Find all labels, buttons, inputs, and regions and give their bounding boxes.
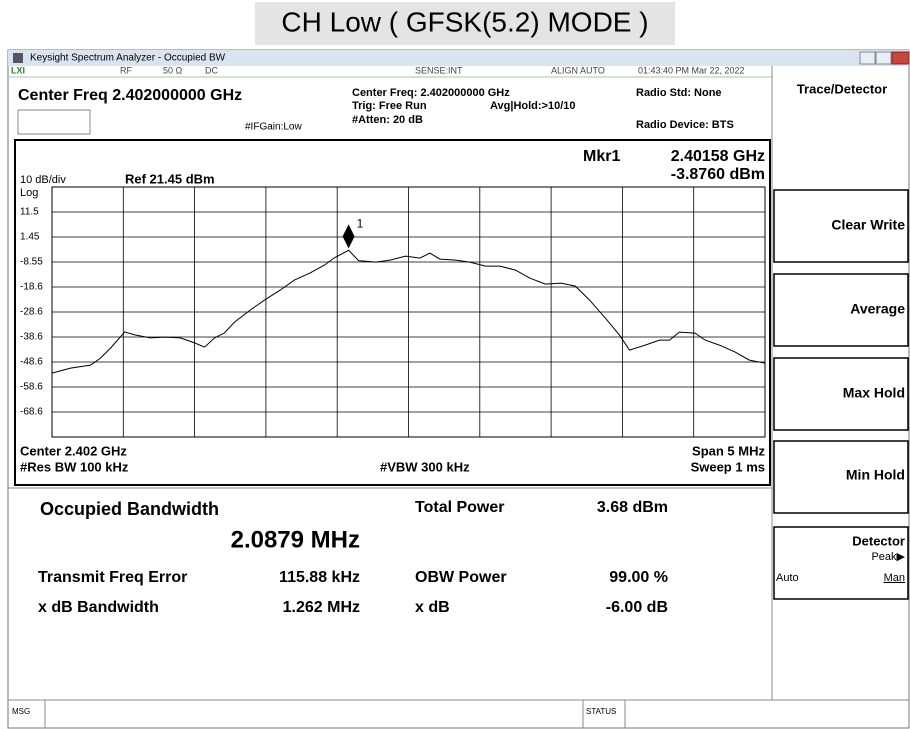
app-icon <box>13 53 23 63</box>
obw-power-label: OBW Power <box>415 569 507 586</box>
avg-hold: Avg|Hold:>10/10 <box>490 100 576 112</box>
softkey-label[interactable]: Min Hold <box>846 467 905 483</box>
softkey-menu: Trace/Detector <box>797 81 887 96</box>
trig: Trig: Free Run <box>352 100 427 112</box>
close-button[interactable] <box>891 51 910 65</box>
xdb-bw-value: 1.262 MHz <box>283 599 360 616</box>
softkey-button[interactable]: Min Hold <box>773 440 909 514</box>
obw-power-value: 99.00 % <box>609 569 668 586</box>
softkey-button[interactable]: Detector Peak▶ Auto Man <box>773 526 909 600</box>
softkey-label[interactable]: Clear Write <box>831 217 905 233</box>
y-tick-label: 1.45 <box>20 232 40 243</box>
scale-type: Log <box>20 187 38 199</box>
softkey-frame[interactable] <box>773 440 909 514</box>
y-tick-label: -8.55 <box>20 257 43 268</box>
window-title: Keysight Spectrum Analyzer - Occupied BW <box>30 53 226 64</box>
obw-title: Occupied Bandwidth <box>40 499 219 519</box>
minimize-button[interactable] <box>859 51 876 65</box>
ref-label: Ref 21.45 dBm <box>125 171 215 186</box>
obw-value: 2.0879 MHz <box>231 526 360 553</box>
y-tick-label: -58.6 <box>20 382 43 393</box>
radio-device: Radio Device: BTS <box>636 119 734 131</box>
marker <box>342 224 355 249</box>
y-tick-label: 11.5 <box>20 207 39 218</box>
marker-amp: -3.8760 dBm <box>671 166 765 183</box>
page-title: CH Low ( GFSK(5.2) MODE ) <box>281 6 648 37</box>
marker-freq: 2.40158 GHz <box>671 148 765 165</box>
title-box <box>255 2 675 45</box>
plot: 11.5 1.45 -8.55 -18.6 -28.6 -38.6 -48.6 -58.6 -6… <box>20 186 766 438</box>
rbw-label: #Res BW 100 kHz <box>20 459 129 474</box>
freq-error-value: 115.88 kHz <box>279 569 360 586</box>
softkey-frame[interactable] <box>773 357 909 431</box>
marker-name: Mkr1 <box>583 148 620 165</box>
center-freq: Center Freq 2.402000000 GHz <box>18 87 242 104</box>
y-tick-label: -18.6 <box>20 282 43 293</box>
center-label: Center 2.402 GHz <box>20 443 127 458</box>
atten: #Atten: 20 dB <box>352 114 423 126</box>
option-man[interactable]: Man <box>884 572 905 584</box>
ifgain: #IFGain:Low <box>245 122 302 133</box>
softkey-button[interactable]: Average <box>773 273 909 347</box>
softkey-label[interactable]: Average <box>850 301 905 317</box>
softkey-frame[interactable] <box>773 526 909 600</box>
marker-label: 1 <box>357 216 364 230</box>
plot-frame <box>14 139 771 486</box>
radio-std: Radio Std: None <box>636 87 722 99</box>
total-power-value: 3.68 dBm <box>597 499 668 516</box>
status-label: STATUS <box>586 707 616 716</box>
sweep-label: Sweep 1 ms <box>691 459 765 474</box>
y-tick-label: -68.6 <box>20 407 43 418</box>
align: ALIGN AUTO <box>551 65 605 75</box>
y-tick-label: -38.6 <box>20 332 43 343</box>
xdb-value: -6.00 dB <box>606 599 668 616</box>
maximize-button[interactable] <box>875 51 892 65</box>
scale-label: 10 dB/div <box>20 174 66 186</box>
option-auto[interactable]: Auto <box>776 572 799 584</box>
vbw-label: #VBW 300 kHz <box>380 459 470 474</box>
softkey-frame[interactable] <box>773 273 909 347</box>
title-bar <box>8 50 909 66</box>
softkey-button[interactable]: Max Hold <box>773 357 909 431</box>
y-tick-label: -28.6 <box>20 307 43 318</box>
softkey-label[interactable]: Max Hold <box>843 385 905 401</box>
center-freq-info: Center Freq: 2.402000000 GHz <box>352 87 510 99</box>
impedance: 50 Ω <box>163 65 183 75</box>
softkey-frame[interactable] <box>773 189 909 263</box>
y-tick-label: -48.6 <box>20 357 43 368</box>
softkey-label[interactable]: Detector <box>852 533 905 548</box>
msg-label: MSG <box>12 707 30 716</box>
freq-error-label: Transmit Freq Error <box>38 569 187 586</box>
total-power-label: Total Power <box>415 499 505 516</box>
sense: SENSE:INT <box>415 65 463 75</box>
lxi-badge: LXI <box>11 65 25 75</box>
trace <box>51 249 766 374</box>
softkey-value[interactable]: Peak▶ <box>871 551 905 563</box>
rf-label: RF <box>120 65 132 75</box>
coupling: DC <box>205 65 218 75</box>
span-label: Span 5 MHz <box>692 443 765 458</box>
xdb-bw-label: x dB Bandwidth <box>38 599 159 616</box>
softkey-button[interactable]: Clear Write <box>773 189 909 263</box>
entry-box[interactable] <box>17 109 91 135</box>
xdb-label: x dB <box>415 599 450 616</box>
timestamp: 01:43:40 PM Mar 22, 2022 <box>638 65 745 75</box>
